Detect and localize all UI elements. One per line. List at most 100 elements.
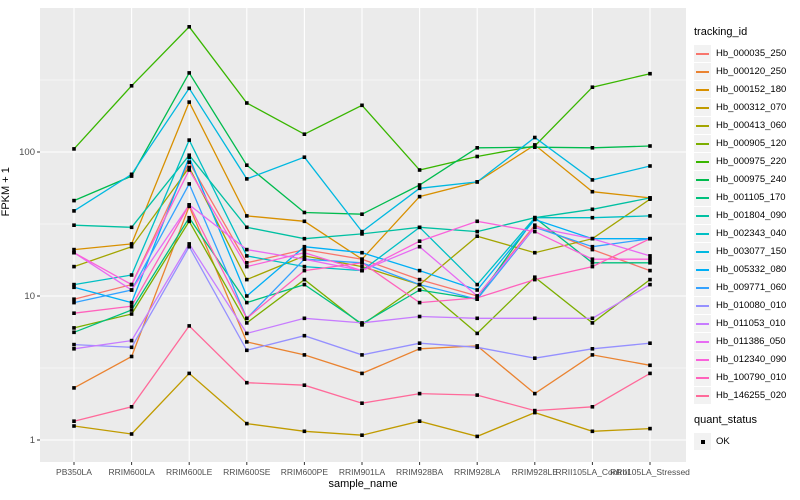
legend-item-label: Hb_001105_170 bbox=[716, 192, 786, 203]
data-point-marker bbox=[533, 145, 537, 149]
data-point-marker bbox=[129, 288, 134, 292]
legend-item-label: Hb_000905_120 bbox=[716, 138, 787, 149]
series-color-line-icon bbox=[696, 196, 709, 199]
data-point-marker bbox=[590, 353, 595, 357]
square-marker-icon bbox=[700, 439, 705, 444]
legend-key bbox=[694, 333, 711, 350]
series-color-line-icon bbox=[696, 52, 709, 55]
data-point-marker bbox=[590, 85, 595, 89]
data-point-marker bbox=[533, 391, 537, 396]
legend-key bbox=[694, 207, 711, 224]
data-point-marker bbox=[648, 164, 652, 168]
data-point-marker bbox=[302, 244, 307, 249]
legend-item-label: Hb_000975_220 bbox=[716, 156, 787, 167]
data-point-marker bbox=[129, 300, 134, 305]
data-point-marker bbox=[245, 316, 249, 321]
data-point-marker bbox=[302, 353, 307, 357]
data-point-marker bbox=[187, 138, 191, 142]
legend-key bbox=[694, 225, 711, 242]
series-color-line-icon bbox=[696, 358, 709, 361]
legend-item-label: Hb_000035_250 bbox=[716, 48, 787, 59]
data-point-marker bbox=[417, 194, 422, 199]
legend-item-label: Hb_003077_150 bbox=[716, 246, 787, 257]
x-tick-label: RRIM600PE bbox=[281, 467, 329, 477]
data-point-marker bbox=[533, 316, 537, 321]
data-point-marker bbox=[187, 155, 191, 159]
data-point-marker bbox=[590, 429, 595, 434]
legend-key bbox=[694, 387, 711, 404]
data-point-marker bbox=[360, 371, 364, 376]
legend-key bbox=[694, 315, 711, 332]
legend-item-label: Hb_000975_240 bbox=[716, 174, 787, 185]
data-point-marker bbox=[245, 214, 249, 218]
data-point-marker bbox=[302, 383, 307, 387]
legend-item: Hb_010080_010 bbox=[694, 297, 800, 314]
data-point-marker bbox=[129, 405, 134, 409]
data-point-marker bbox=[245, 163, 249, 167]
series-color-line-icon bbox=[696, 340, 709, 343]
data-point-marker bbox=[475, 294, 479, 298]
data-point-marker bbox=[417, 239, 422, 243]
data-point-marker bbox=[187, 242, 191, 246]
legend-item: Hb_011053_010 bbox=[694, 315, 800, 332]
data-point-marker bbox=[475, 288, 479, 292]
data-point-marker bbox=[245, 300, 249, 305]
data-point-marker bbox=[417, 225, 422, 230]
data-point-marker bbox=[533, 277, 537, 282]
x-tick-label: RRIM901LA bbox=[339, 467, 386, 477]
data-point-marker bbox=[590, 236, 595, 241]
data-point-marker bbox=[417, 300, 422, 305]
data-point-marker bbox=[590, 189, 595, 194]
data-point-marker bbox=[533, 217, 537, 222]
series-color-line-icon bbox=[696, 286, 709, 289]
data-point-marker bbox=[533, 250, 537, 255]
data-point-marker bbox=[590, 264, 595, 269]
x-axis-title: sample_name bbox=[328, 478, 398, 490]
data-point-marker bbox=[533, 410, 537, 415]
data-point-marker bbox=[129, 432, 134, 436]
series-color-line-icon bbox=[696, 178, 709, 181]
data-point-marker bbox=[590, 247, 595, 252]
data-point-marker bbox=[475, 296, 479, 300]
data-point-marker bbox=[245, 348, 249, 353]
data-point-marker bbox=[417, 419, 422, 423]
data-point-marker bbox=[187, 244, 191, 249]
legend-key bbox=[694, 433, 711, 450]
legend-key bbox=[694, 135, 711, 152]
data-point-marker bbox=[475, 331, 479, 336]
series-color-line-icon bbox=[696, 232, 709, 235]
legend-key bbox=[694, 189, 711, 206]
legend-key bbox=[694, 171, 711, 188]
legend-item: Hb_001804_090 bbox=[694, 207, 800, 224]
data-point-marker bbox=[302, 429, 307, 434]
data-point-marker bbox=[187, 71, 191, 75]
data-point-marker bbox=[417, 244, 422, 249]
data-point-marker bbox=[245, 294, 249, 298]
data-point-marker bbox=[72, 424, 76, 428]
legend-item-label: Hb_100790_010 bbox=[716, 372, 787, 383]
data-point-marker bbox=[360, 250, 364, 255]
data-point-marker bbox=[533, 225, 537, 230]
data-point-marker bbox=[360, 264, 364, 269]
data-point-marker bbox=[475, 434, 479, 439]
data-point-marker bbox=[72, 264, 76, 269]
data-point-marker bbox=[72, 300, 76, 305]
legend-key bbox=[694, 351, 711, 368]
data-point-marker bbox=[475, 282, 479, 287]
data-point-marker bbox=[302, 210, 307, 215]
legend-item-label: Hb_005332_080 bbox=[716, 264, 787, 275]
data-point-marker bbox=[72, 297, 76, 301]
y-tick-label: 100 bbox=[19, 147, 35, 158]
data-point-marker bbox=[475, 393, 479, 397]
data-point-marker bbox=[187, 100, 191, 104]
legend-key bbox=[694, 81, 711, 98]
data-point-marker bbox=[533, 408, 537, 413]
data-point-marker bbox=[648, 363, 652, 368]
legend-key bbox=[694, 243, 711, 260]
data-point-marker bbox=[533, 275, 537, 279]
data-point-marker bbox=[590, 321, 595, 325]
data-point-marker bbox=[302, 277, 307, 282]
series-color-line-icon bbox=[696, 376, 709, 379]
data-point-marker bbox=[187, 160, 191, 164]
legend-key bbox=[694, 279, 711, 296]
